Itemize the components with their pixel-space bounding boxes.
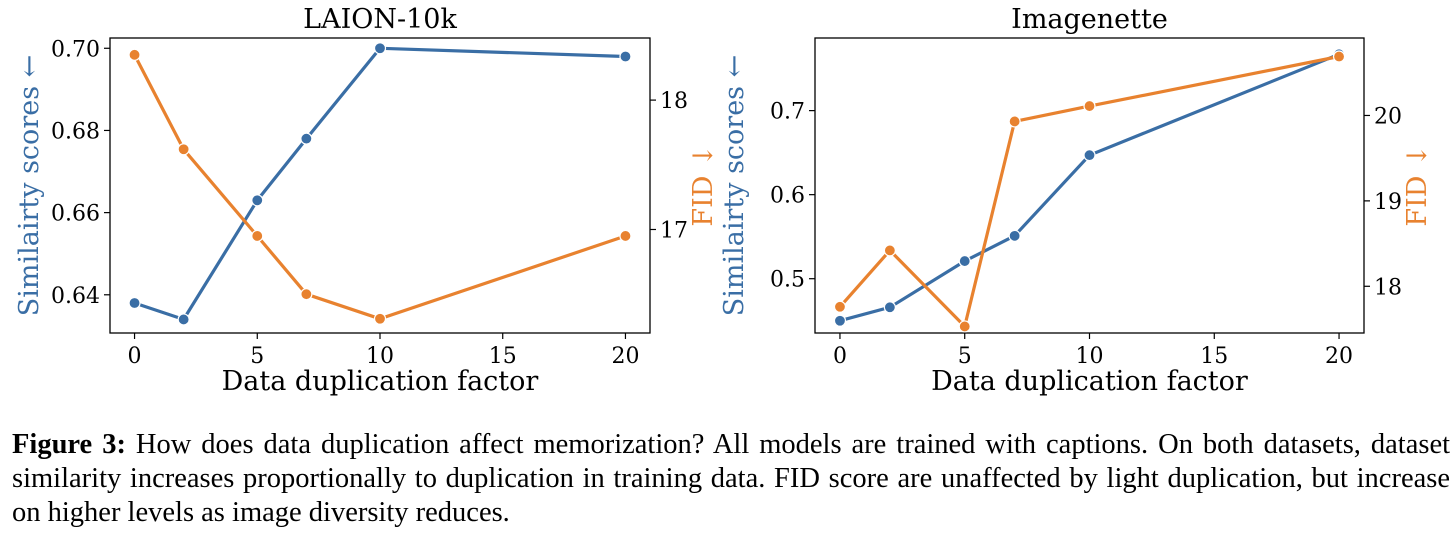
similarity-point	[833, 314, 847, 327]
x-tick-label: 5	[250, 344, 264, 369]
y-left-tick-label: 0.70	[51, 37, 100, 62]
fid-line	[838, 54, 1340, 328]
similarity-point	[1083, 149, 1096, 162]
y-left-tick-label: 0.6	[770, 184, 805, 209]
y-left-tick-label: 0.66	[51, 202, 100, 227]
y-left-tick-label: 0.5	[770, 268, 805, 293]
y-left-tick-label: 0.7	[770, 100, 805, 125]
fid-point	[619, 229, 632, 243]
similarity-point	[619, 50, 632, 63]
y-right-tick-label: 20	[1374, 104, 1402, 129]
fid-point	[1332, 50, 1346, 63]
similarity-series	[128, 42, 632, 326]
x-tick-label: 20	[1325, 344, 1353, 369]
figure-caption: Figure 3: How does data duplication affe…	[12, 428, 1450, 530]
x-tick-label: 5	[958, 344, 972, 369]
fid-point	[833, 300, 847, 313]
y-right-axis-label: FID ↓	[688, 144, 719, 226]
fid-point	[883, 244, 896, 257]
fid-point	[1083, 99, 1096, 113]
fid-point	[300, 288, 313, 301]
caption-label: Figure 3:	[12, 429, 126, 460]
caption-text: How does data duplication affect memoriz…	[12, 429, 1451, 528]
y-left-axis-label: Similairty scores ←	[719, 55, 750, 317]
fid-point	[177, 143, 190, 156]
plot-frame	[109, 37, 651, 334]
chart-1: LAION-10k 0 5 10 15 20 Data duplication factor…	[14, 4, 719, 397]
similarity-point	[958, 254, 971, 268]
similarity-point	[128, 296, 141, 310]
x-tick-label: 0	[833, 344, 847, 369]
y-right-tick-label: 18	[660, 89, 688, 114]
y-left-axis-label: Similairty scores ←	[14, 55, 45, 317]
x-tick-label: 15	[1200, 344, 1228, 369]
x-axis-label: Data duplication factor	[222, 366, 539, 397]
fid-point	[251, 229, 264, 243]
chart-2: Imagenette 0 5 10 15 20 Data duplication facto…	[719, 4, 1433, 397]
x-axis-label: Data duplication factor	[931, 366, 1248, 397]
y-right-tick-label: 19	[1374, 190, 1402, 215]
fid-point	[958, 320, 971, 333]
y-right-tick-label: 17	[660, 218, 688, 243]
similarity-point	[1008, 229, 1021, 242]
x-tick-label: 0	[128, 344, 142, 369]
fid-point	[373, 312, 387, 325]
y-left-tick-label: 0.64	[51, 284, 100, 309]
fid-point	[1008, 115, 1021, 128]
similarity-line	[133, 46, 626, 321]
similarity-point	[177, 313, 190, 326]
similarity-point	[251, 194, 264, 207]
x-tick-label: 10	[366, 344, 394, 369]
y-right-axis-label: FID ↓	[1402, 144, 1433, 226]
fid-series	[833, 50, 1346, 333]
x-tick-label: 20	[611, 344, 639, 369]
figure-canvas: LAION-10k 0 5 10 15 20 Data duplication factor…	[14, 4, 1433, 397]
x-tick-label: 15	[489, 344, 517, 369]
similarity-point	[373, 42, 387, 55]
plot-frame	[814, 37, 1365, 334]
chart-title: Imagenette	[1011, 4, 1168, 35]
x-tick-label: 10	[1076, 344, 1104, 369]
y-left-tick-label: 0.68	[51, 119, 100, 144]
fid-line	[133, 54, 627, 321]
similarity-point	[300, 132, 313, 145]
y-right-tick-label: 18	[1374, 275, 1402, 300]
fid-series	[128, 48, 632, 325]
similarity-series	[833, 48, 1346, 327]
chart-title: LAION-10k	[303, 4, 457, 35]
similarity-line	[839, 52, 1340, 323]
fid-point	[128, 48, 141, 61]
similarity-point	[883, 301, 896, 314]
